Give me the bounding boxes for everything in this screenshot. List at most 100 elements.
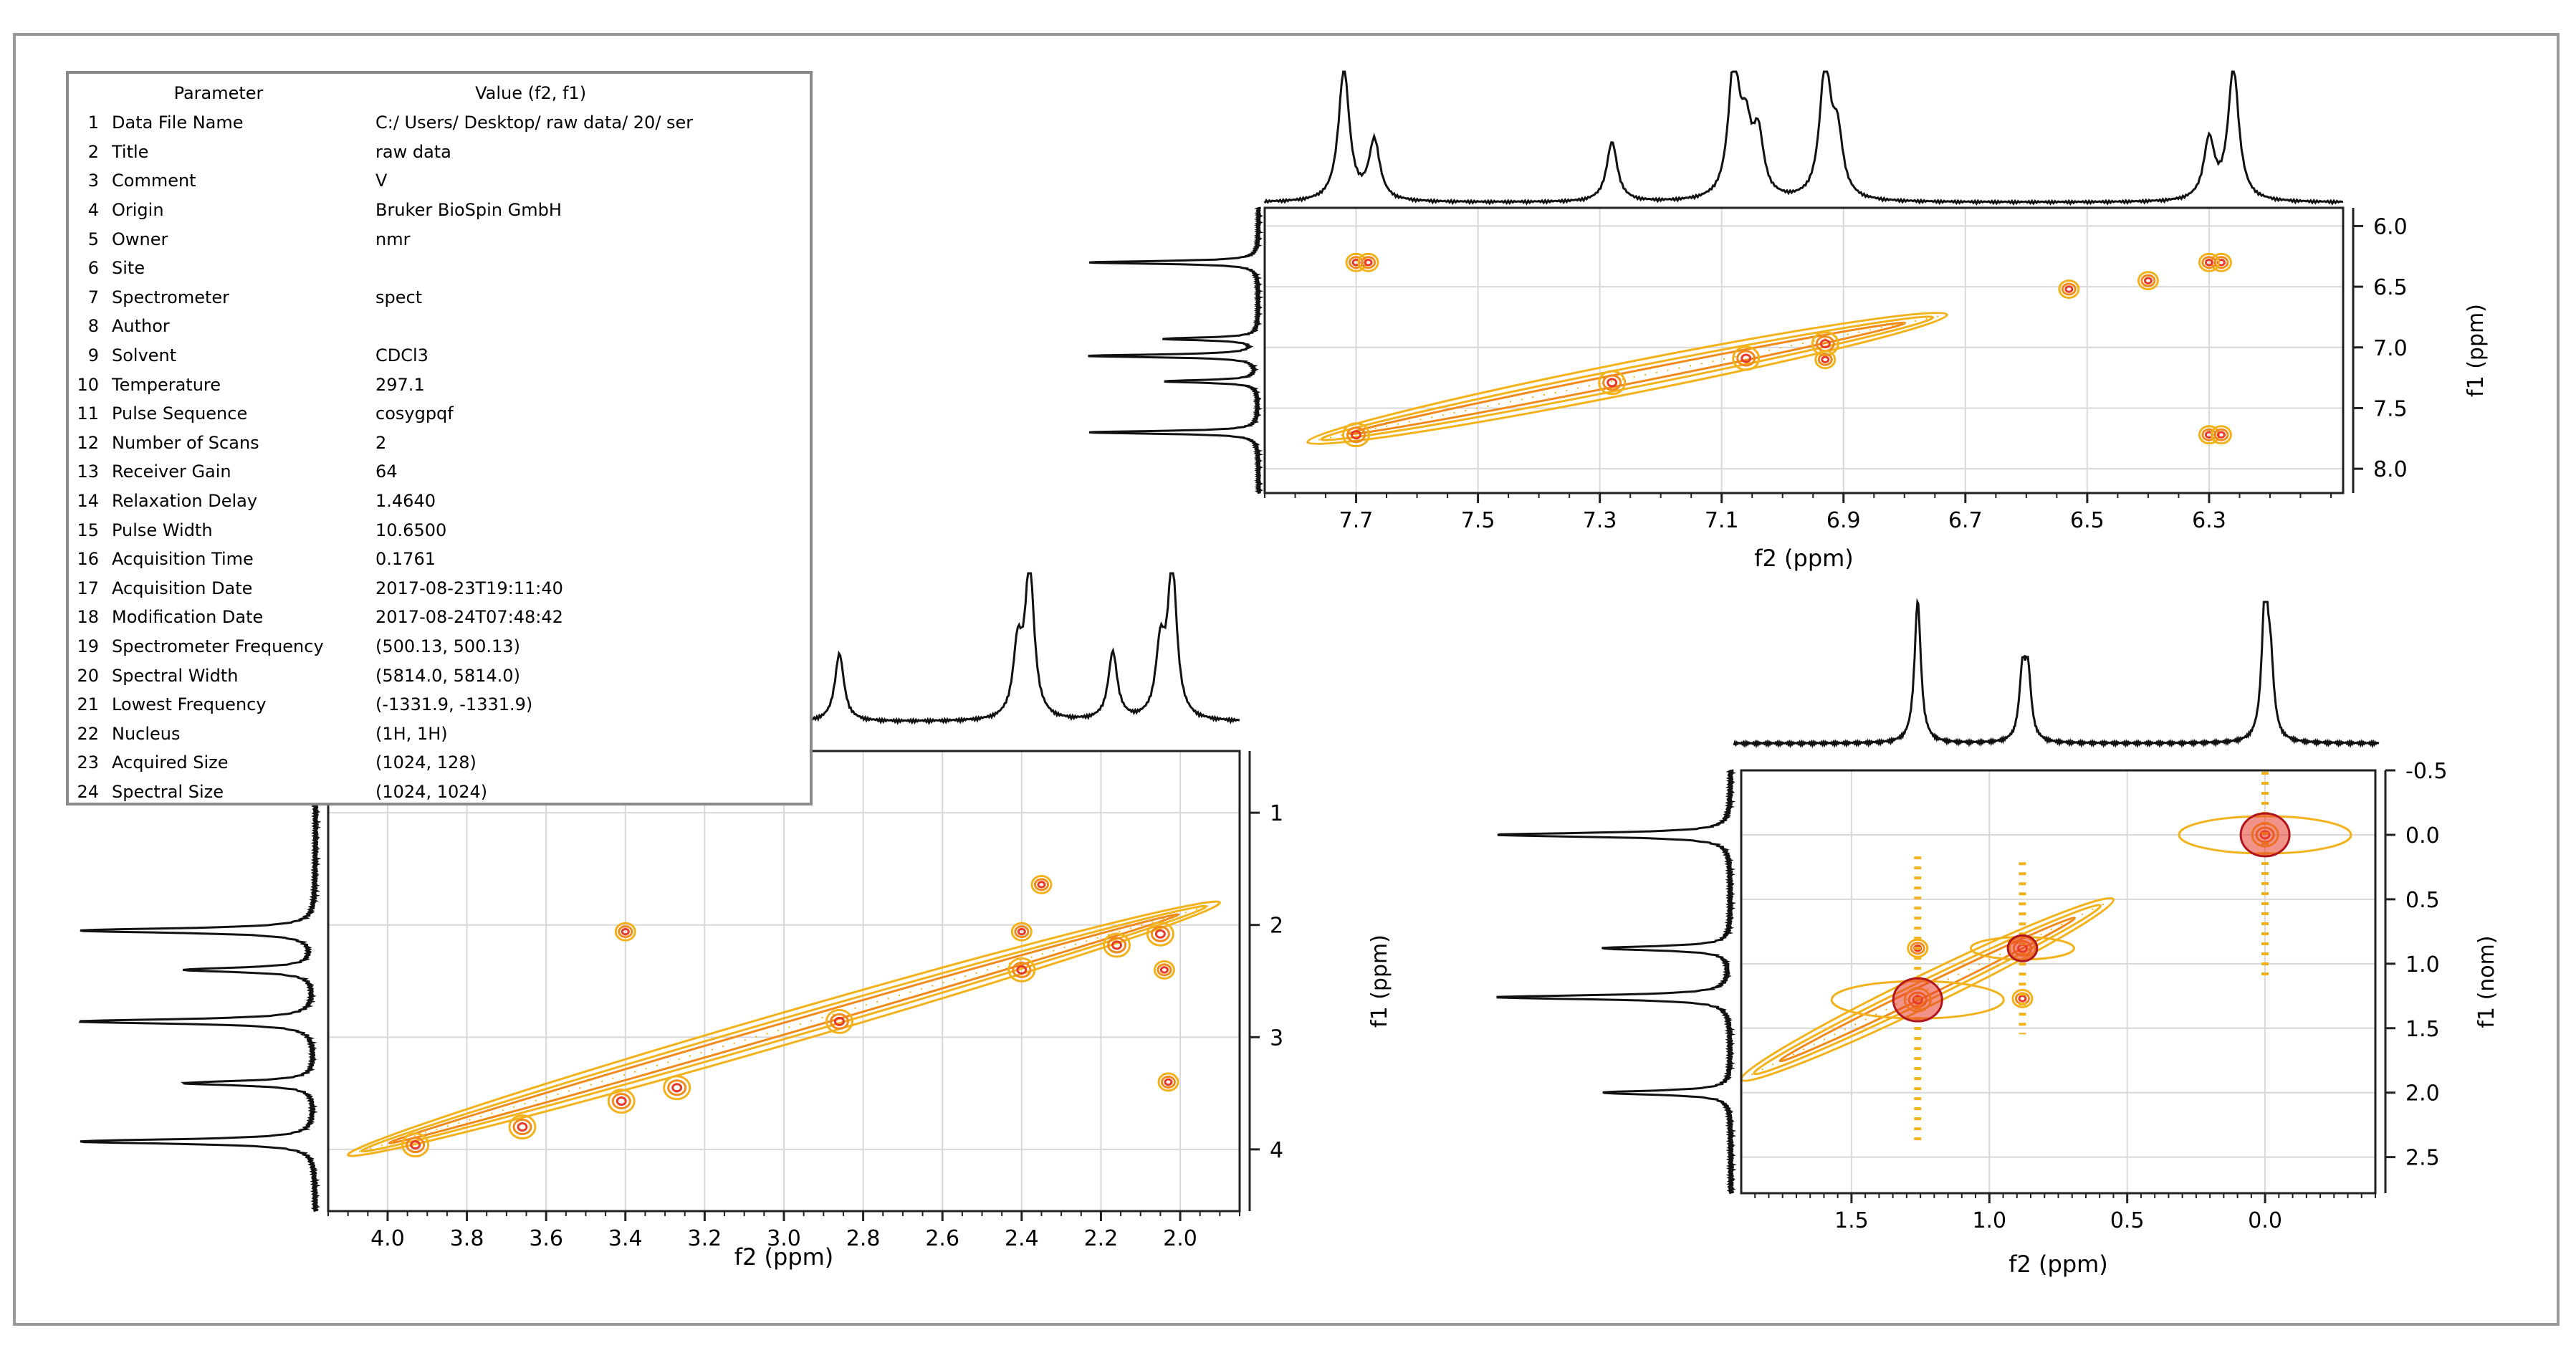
cross-peak-core <box>1164 1078 1173 1086</box>
y-tick-label: 8.0 <box>2373 457 2408 482</box>
cross-peak <box>2058 279 2080 299</box>
parameter-row: 3 Comment V <box>69 166 693 196</box>
parameter-name: Acquired Size <box>112 752 229 773</box>
x-tick-label: 3.0 <box>767 1226 801 1251</box>
diagonal-peak-core <box>1741 353 1752 363</box>
cross-peak <box>2210 425 2232 445</box>
parameter-value: 1.4640 <box>375 491 436 512</box>
y-tick-label: 0.5 <box>2405 888 2440 913</box>
parameter-row: 12 Number of Scans 2 <box>69 429 693 458</box>
parameter-value: V <box>375 171 388 191</box>
diagonal-peak <box>1342 422 1371 448</box>
diagonal-peak-core <box>1016 965 1028 975</box>
cross-peak-core <box>1821 355 1830 363</box>
parameter-row: 24 Spectral Size (1024, 1024) <box>69 778 693 807</box>
parameter-index: 11 <box>77 403 99 424</box>
parameter-row: 13 Receiver Gain 64 <box>69 457 693 487</box>
parameter-value: 297.1 <box>375 374 425 395</box>
parameter-name: Comment <box>112 171 196 191</box>
cross-peak-level <box>2201 256 2217 269</box>
diagonal-peak-core <box>1154 929 1166 939</box>
cross-peak <box>1030 874 1053 894</box>
cross-peak-level <box>1361 256 1376 269</box>
parameter-name: Author <box>112 316 170 337</box>
parameter-row: 1 Data File Name C:/ Users/ Desktop/ raw d… <box>69 108 693 138</box>
y-tick-label: 1.0 <box>2405 952 2440 977</box>
parameter-value: spect <box>375 287 423 307</box>
diagonal-peak <box>401 1132 430 1158</box>
diagonal-peak-core <box>1351 430 1362 440</box>
cross-peak <box>2011 988 2034 1008</box>
parameter-value: raw data <box>375 141 451 162</box>
parameter-name: Data File Name <box>112 113 244 133</box>
header-parameter: Parameter <box>173 83 264 103</box>
x-tick-label: 7.3 <box>1583 508 1617 533</box>
parameter-index: 4 <box>87 200 99 221</box>
f2-projection-spectrum <box>1733 598 2380 749</box>
cross-peak-level <box>1160 1075 1176 1089</box>
x-tick-label: 3.6 <box>529 1226 563 1251</box>
parameter-value: 2017-08-23T19:11:40 <box>375 578 563 598</box>
diagonal-peak-core <box>1111 940 1123 950</box>
cross-peak-level <box>1910 942 1925 955</box>
f1-projection-spectrum <box>78 750 322 1213</box>
diagonal-contour <box>388 913 1180 1144</box>
y-tick-label: 3 <box>1270 1025 1283 1051</box>
parameter-rows: 1 Data File Name C:/ Users/ Desktop/ raw d… <box>69 108 693 806</box>
parameter-name: Receiver Gain <box>112 462 231 482</box>
parameter-row: 19 Spectrometer Frequency (500.13, 500.13) <box>69 632 693 661</box>
parameter-value: 2 <box>375 432 387 453</box>
y-tick-label: 4 <box>1270 1138 1283 1163</box>
cross-peak-level <box>2213 428 2229 441</box>
f2-projection-spectrum <box>1263 70 2344 206</box>
y-axis-label: f1 (nom) <box>2474 935 2499 1028</box>
diagonal-peak-level <box>1736 350 1756 367</box>
parameter-index: 2 <box>87 141 99 162</box>
chart-upfield: 1.5 1.0 0.5 0.0 f2 (ppm) -0.5 0.0 0.5 1.0 1.5 2.0 2… <box>1496 598 2499 1278</box>
intense-peak-core <box>1892 977 1943 1023</box>
diagonal-peak <box>663 1075 691 1101</box>
parameter-value: nmr <box>375 229 411 249</box>
cross-peak <box>1157 1072 1179 1092</box>
diagonal-peak-core <box>671 1083 683 1093</box>
diagonal-peak <box>1007 957 1036 983</box>
parameter-row: 5 Owner nmr <box>69 224 693 254</box>
y-tick-label: 2.5 <box>2405 1146 2440 1171</box>
intense-peak-core <box>2006 934 2039 962</box>
parameter-row: 9 Solvent CDCl3 <box>69 341 693 370</box>
y-tick-label: 6.0 <box>2373 214 2408 239</box>
parameter-name: Spectral Size <box>112 781 224 802</box>
diagonal-peak-core <box>517 1122 528 1132</box>
diagonal-peak <box>508 1114 537 1140</box>
x-tick-label: 2.0 <box>1163 1226 1197 1251</box>
parameter-name: Spectrometer Frequency <box>112 636 324 656</box>
parameter-value: (1H, 1H) <box>375 723 448 744</box>
parameter-row: 21 Lowest Frequency (-1331.9, -1331.9) <box>69 690 693 719</box>
cross-peak <box>2137 271 2159 291</box>
contour-group <box>347 874 1221 1158</box>
x-tick-label: 2.6 <box>925 1226 959 1251</box>
x-tick-label: 6.9 <box>1826 508 1861 533</box>
cross-peak <box>1814 350 1837 370</box>
parameter-row: 15 Pulse Width 10.6500 <box>69 515 693 545</box>
diagonal-peak <box>1598 370 1627 396</box>
y-tick-label: -0.5 <box>2405 759 2448 784</box>
parameter-index: 14 <box>77 491 99 512</box>
cross-peak <box>2198 252 2220 272</box>
parameter-name: Spectral Width <box>112 665 239 686</box>
contour-group <box>1306 252 2232 448</box>
parameter-row: 17 Acquisition Date 2017-08-23T19:11:40 <box>69 574 693 603</box>
cross-peak-core <box>2216 431 2226 439</box>
diagonal-peak <box>1732 345 1761 371</box>
parameter-name: Pulse Sequence <box>112 403 248 424</box>
x-tick-label: 7.5 <box>1461 508 1495 533</box>
cross-peak-level <box>618 925 633 939</box>
parameter-name: Origin <box>112 200 164 221</box>
parameter-name: Modification Date <box>112 607 264 628</box>
diagonal-ridge <box>1307 314 1948 443</box>
x-tick-label: 2.8 <box>846 1226 881 1251</box>
parameter-value: Bruker BioSpin GmbH <box>375 200 562 221</box>
parameter-table: Parameter Value (f2, f1) 1 Data File Name… <box>69 78 693 806</box>
intense-peak-core <box>2239 812 2291 858</box>
parameter-index: 17 <box>77 578 99 598</box>
